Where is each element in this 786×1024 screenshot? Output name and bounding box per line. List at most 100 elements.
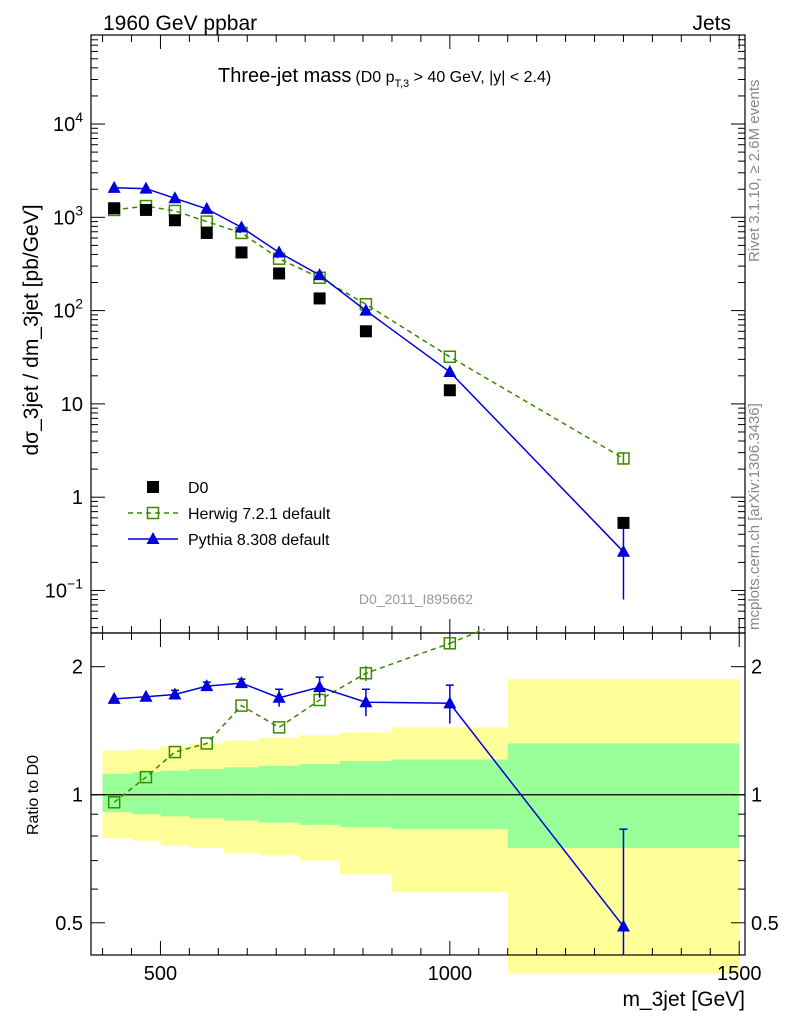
- d0-point: [200, 226, 213, 239]
- analysis-watermark: D0_2011_I895662: [359, 591, 473, 607]
- ratio-y-tick-label-right: 2: [751, 657, 762, 679]
- pythia-ratio-point: [443, 696, 457, 709]
- ratio-series: [107, 628, 630, 955]
- herwig-ratio-line-exit: [449, 628, 485, 644]
- ratio-y-axis-title: Ratio to D0: [25, 755, 42, 835]
- d0-point: [168, 214, 181, 227]
- herwig-ratio-point: [272, 721, 286, 734]
- ratio-y-tick-label: 2: [72, 657, 83, 679]
- main-y-tick-label: 103: [53, 202, 83, 229]
- d0-point: [235, 246, 248, 259]
- main-y-tick-label-base: 1: [72, 487, 83, 509]
- main-y-tick-label-exponent: 2: [75, 296, 83, 312]
- pythia-point: [616, 544, 630, 557]
- pythia-ratio-point: [359, 695, 373, 708]
- process-label: Jets: [692, 12, 731, 35]
- pythia-ratio-point: [234, 676, 248, 689]
- legend-label: D0: [188, 480, 209, 497]
- herwig-point: [617, 452, 630, 465]
- pythia-ratio-point: [168, 687, 182, 700]
- main-y-tick-label: 10−1: [45, 575, 83, 602]
- ratio-y-tick-label-right: 1: [751, 785, 762, 807]
- herwig-ratio-point: [168, 745, 182, 759]
- main-y-axis-title: dσ_3jet / dm_3jet [pb/GeV]: [20, 204, 43, 455]
- herwig-ratio-point: [235, 699, 248, 712]
- x-axis-title: m_3jet [GeV]: [622, 988, 745, 1011]
- plot-title-main: Three-jet mass: [218, 65, 351, 87]
- pythia-point: [200, 201, 214, 214]
- d0-point: [273, 267, 286, 280]
- d0-point: [108, 202, 121, 215]
- main-y-tick-label: 10: [61, 394, 83, 416]
- main-y-tick-label-exponent: −1: [67, 575, 83, 591]
- herwig-ratio-point: [139, 770, 153, 784]
- legend-d0-marker: [147, 481, 159, 493]
- d0-point: [359, 325, 372, 338]
- x-tick-label: 1500: [717, 963, 762, 985]
- legend-label: Pythia 8.308 default: [188, 532, 330, 549]
- energy-label: 1960 GeV ppbar: [103, 12, 257, 35]
- main-y-tick-label-base: 10: [61, 394, 83, 416]
- pythia-ratio-point: [107, 691, 121, 704]
- ratio-y-tick-label-right: 0.5: [751, 913, 779, 935]
- inner-band-0: [102, 773, 132, 813]
- herwig-ratio-line: [113, 642, 451, 803]
- plot-title-sub-suffix: > 40 GeV, |y| < 2.4): [409, 69, 551, 86]
- ratio-frame: [90, 632, 746, 956]
- pythia-point: [359, 303, 373, 316]
- plot-title-sub-subscript: T,3: [395, 78, 410, 90]
- pythia-point: [107, 180, 121, 193]
- pythia-ratio-point: [616, 919, 630, 932]
- legend: D0 Herwig 7.2.1 default Pythia 8.308 defau…: [128, 480, 331, 549]
- plot-title-sub-prefix: (D0 p: [355, 69, 394, 86]
- legend-pythia-marker: [146, 532, 160, 544]
- inner-band-4: [224, 767, 259, 821]
- herwig-ratio-point: [107, 796, 121, 809]
- d0-point: [443, 384, 456, 397]
- herwig-line: [114, 205, 624, 460]
- x-tick-label: 500: [144, 963, 177, 985]
- ratio-y-tick-label: 0.5: [55, 913, 83, 935]
- main-y-tick-label: 102: [53, 296, 83, 323]
- pythia-ratio-line: [114, 682, 625, 927]
- pythia-ratio-point: [200, 679, 214, 692]
- herwig-ratio-point: [359, 667, 373, 680]
- main-y-tick-label-exponent: 4: [75, 109, 83, 125]
- plot-title: Three-jet mass (D0 pT,3 > 40 GeV, |y| < 2…: [218, 65, 551, 90]
- main-y-tick-label-base: 10: [53, 207, 75, 229]
- main-y-tick-label: 1: [72, 487, 83, 509]
- pythia-point: [234, 220, 248, 233]
- main-y-tick-label: 104: [53, 109, 83, 136]
- main-series: [107, 180, 630, 600]
- herwig-point: [443, 350, 457, 364]
- pythia-line: [114, 187, 625, 553]
- herwig-ratio-point: [200, 737, 214, 750]
- pythia-ratio-point: [272, 690, 286, 703]
- main-y-tick-label-base: 10: [53, 301, 75, 323]
- main-y-tick-label-base: 10: [53, 114, 75, 136]
- inner-band-2: [160, 770, 190, 817]
- inner-band-7: [339, 761, 392, 827]
- ratio-y-tick-label: 1: [72, 785, 83, 807]
- d0-point: [313, 292, 326, 305]
- herwig-point: [200, 215, 214, 228]
- inner-band-3: [189, 768, 225, 819]
- x-tick-label: 1000: [428, 963, 473, 985]
- main-y-tick-label-base: 10: [45, 580, 67, 602]
- pythia-point: [272, 245, 286, 258]
- legend-herwig-marker: [146, 506, 160, 520]
- pythia-point: [139, 181, 153, 194]
- rivet-label: Rivet 3.1.10, ≥ 2.6M events: [746, 80, 763, 263]
- pythia-point: [313, 268, 327, 281]
- d0-point: [617, 516, 630, 529]
- inner-band-1: [131, 772, 161, 815]
- pythia-ratio-point: [313, 680, 327, 693]
- main-y-tick-label-exponent: 3: [75, 202, 83, 218]
- ratio-uncertainty-bands: [102, 679, 740, 974]
- mcplots-label: mcplots.cern.ch [arXiv:1306.3436]: [746, 403, 763, 630]
- ratio-axes: 500 1000 1500 0.5 0.5 1 1 2 2: [55, 632, 779, 985]
- pythia-point: [168, 191, 182, 204]
- d0-point: [139, 203, 152, 216]
